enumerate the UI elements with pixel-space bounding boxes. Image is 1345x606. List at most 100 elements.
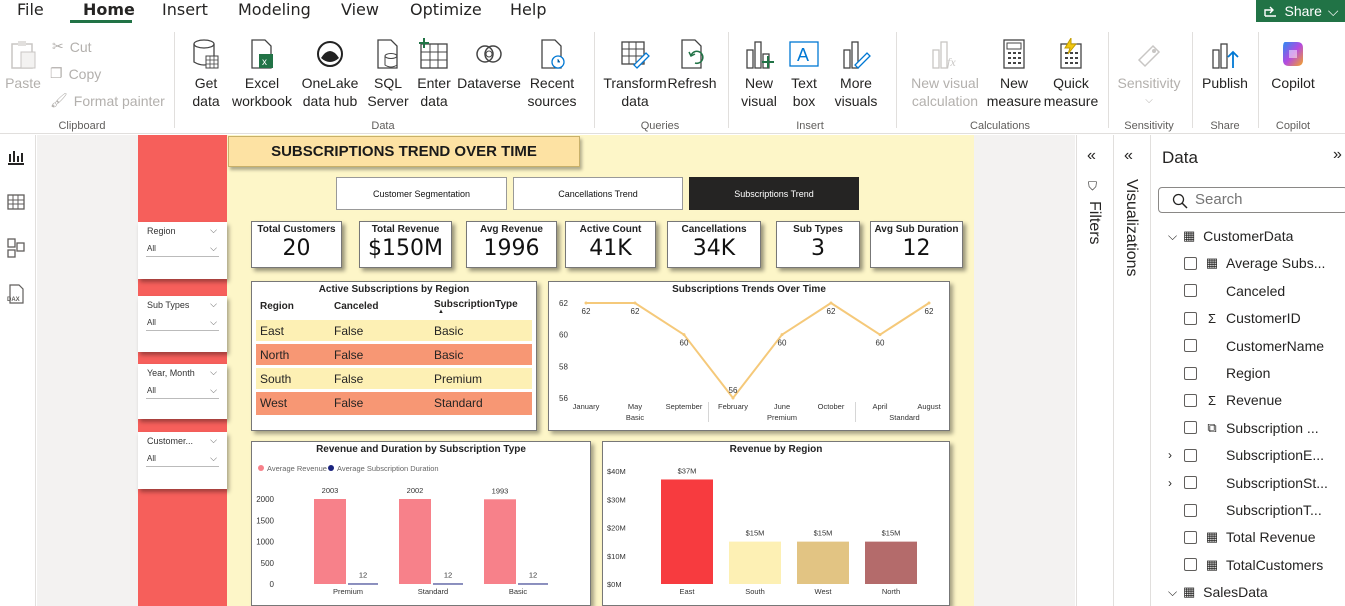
publish-button[interactable]: Publish	[1198, 38, 1252, 92]
excel-workbook-button[interactable]: x Excel workbook	[230, 38, 294, 110]
search-input[interactable]	[1195, 191, 1335, 208]
kpi-card-total-revenue[interactable]: Total Revenue $150M	[359, 221, 452, 268]
quick-measure-button[interactable]: Quick measure	[1044, 38, 1098, 110]
field-item[interactable]: Σ Revenue	[1184, 392, 1282, 408]
dax-query-view-icon[interactable]: DAX	[6, 283, 26, 305]
sql-server-button[interactable]: SQL Server	[367, 38, 409, 110]
field-checkbox[interactable]	[1184, 311, 1197, 325]
filters-pane-label[interactable]: Filters	[1086, 201, 1103, 245]
kpi-card-avg-sub-duration[interactable]: Avg Sub Duration 12	[870, 221, 963, 268]
field-checkbox[interactable]	[1184, 558, 1197, 572]
sub-types-slicer[interactable]: Sub Types ⌵ All ⌵	[138, 296, 227, 352]
field-item[interactable]: SubscriptionT...	[1184, 502, 1322, 518]
model-view-icon[interactable]	[6, 237, 26, 259]
table-row[interactable]: South False Premium	[256, 366, 532, 391]
menu-help[interactable]: Help	[510, 0, 547, 19]
sensitivity-button[interactable]: Sensitivity ⌵	[1114, 38, 1184, 110]
chevron-right-icon[interactable]: ›	[1168, 448, 1172, 463]
field-item[interactable]: CustomerName	[1184, 338, 1324, 354]
column-header[interactable]: Region	[260, 301, 294, 312]
field-checkbox[interactable]	[1184, 284, 1197, 298]
field-item[interactable]: ⧉ Subscription ...	[1184, 420, 1319, 436]
table-row[interactable]: West False Standard	[256, 390, 532, 415]
nav-subscriptions-trend-button[interactable]: Subscriptions Trend	[689, 177, 859, 210]
expand-chevron-icon[interactable]: »	[1333, 146, 1342, 163]
field-item[interactable]: › SubscriptionSt...	[1168, 475, 1328, 491]
new-visual-calculation-button[interactable]: fx New visual calculation	[904, 38, 986, 110]
refresh-button[interactable]: Refresh	[667, 38, 717, 92]
column-header[interactable]: SubscriptionType ▲	[430, 296, 532, 319]
menu-home[interactable]: Home	[83, 0, 135, 19]
revenue-by-region-bar-chart[interactable]: Revenue by Region $0M $10M $20M $30M $40M $37…	[602, 441, 950, 606]
chevron-down-icon[interactable]: ⌵	[1168, 228, 1178, 243]
report-view-icon[interactable]	[6, 148, 26, 166]
chevron-down-icon[interactable]: ⌵	[1168, 584, 1178, 599]
field-checkbox[interactable]	[1184, 476, 1197, 490]
slicer-value[interactable]: All	[147, 386, 156, 395]
menu-view[interactable]: View	[341, 0, 379, 19]
revenue-duration-bar-chart[interactable]: Revenue and Duration by Subscription Typ…	[251, 441, 591, 606]
table-row[interactable]: East False Basic	[256, 318, 532, 343]
kpi-card-avg-revenue[interactable]: Avg Revenue 1996	[466, 221, 557, 268]
field-checkbox[interactable]	[1184, 530, 1197, 544]
year-month-slicer[interactable]: Year, Month ⌵ All ⌵	[138, 364, 227, 419]
subscriptions-trend-line-chart[interactable]: Subscriptions Trends Over Time 56 58 60 62 6…	[548, 281, 950, 431]
nav-customer-segmentation-button[interactable]: Customer Segmentation	[336, 177, 507, 210]
field-item[interactable]: ▦ Average Subs...	[1184, 255, 1325, 271]
kpi-card-cancellations[interactable]: Cancellations 34K	[667, 221, 761, 268]
menu-modeling[interactable]: Modeling	[238, 0, 311, 19]
slicer-value[interactable]: All	[147, 454, 156, 463]
field-checkbox[interactable]	[1184, 256, 1197, 270]
field-item[interactable]: › SubscriptionE...	[1168, 447, 1324, 463]
visualizations-pane-label[interactable]: Visualizations	[1123, 179, 1140, 277]
enter-data-button[interactable]: Enter data	[414, 38, 454, 110]
copilot-button[interactable]: Copilot	[1266, 38, 1320, 92]
data-search-box[interactable]	[1158, 187, 1345, 213]
slicer-value[interactable]: All	[147, 244, 156, 253]
kpi-card-sub-types[interactable]: Sub Types 3	[776, 221, 860, 268]
new-measure-button[interactable]: New measure	[987, 38, 1041, 110]
share-button[interactable]: Share ⌵	[1256, 0, 1345, 22]
copy-button[interactable]: ❐ Copy	[50, 65, 101, 82]
customer-slicer[interactable]: Customer... ⌵ All ⌵	[138, 432, 227, 489]
transform-data-button[interactable]: Transform data	[602, 38, 668, 110]
collapse-chevron-icon[interactable]: «	[1124, 147, 1133, 164]
field-checkbox[interactable]	[1184, 339, 1197, 353]
cut-button[interactable]: ✂ Cut	[52, 38, 92, 55]
chevron-down-icon[interactable]: ⌵	[210, 243, 217, 253]
table-node[interactable]: ⌵ ▦ SalesData	[1168, 584, 1268, 600]
collapse-chevron-icon[interactable]: «	[1087, 147, 1096, 164]
chevron-right-icon[interactable]: ›	[1168, 475, 1172, 490]
menu-insert[interactable]: Insert	[162, 0, 208, 19]
field-item[interactable]: Canceled	[1184, 283, 1285, 299]
chevron-down-icon[interactable]: ⌵	[210, 453, 217, 463]
table-view-icon[interactable]	[6, 193, 26, 211]
field-checkbox[interactable]	[1184, 393, 1197, 407]
dataverse-button[interactable]: Dataverse	[457, 38, 521, 92]
active-subscriptions-table[interactable]: Active Subscriptions by Region Region Ca…	[251, 281, 537, 431]
nav-cancellations-trend-button[interactable]: Cancellations Trend	[513, 177, 683, 210]
slicer-value[interactable]: All	[147, 318, 156, 327]
region-slicer[interactable]: Region ⌵ All ⌵	[138, 222, 227, 279]
field-item[interactable]: ▦ TotalCustomers	[1184, 557, 1323, 573]
format-painter-button[interactable]: 🖌 Format painter	[50, 92, 165, 109]
paste-button[interactable]: Paste	[4, 38, 42, 92]
recent-sources-button[interactable]: Recent sources	[522, 38, 582, 110]
field-item[interactable]: ▦ Total Revenue	[1184, 529, 1316, 545]
table-row[interactable]: North False Basic	[256, 342, 532, 367]
text-box-button[interactable]: A Text box	[784, 38, 824, 110]
menu-file[interactable]: File	[17, 0, 44, 19]
table-node[interactable]: ⌵ ▦ CustomerData	[1168, 228, 1293, 244]
column-header[interactable]: Canceled	[334, 301, 379, 312]
more-visuals-button[interactable]: More visuals	[828, 38, 884, 110]
field-checkbox[interactable]	[1184, 421, 1197, 435]
field-checkbox[interactable]	[1184, 503, 1197, 517]
field-item[interactable]: Σ CustomerID	[1184, 310, 1301, 326]
field-checkbox[interactable]	[1184, 448, 1197, 462]
onelake-button[interactable]: OneLake data hub	[297, 38, 363, 110]
new-visual-button[interactable]: New visual	[738, 38, 780, 110]
field-item[interactable]: Region	[1184, 365, 1270, 381]
chevron-down-icon[interactable]: ⌵	[210, 385, 217, 395]
kpi-card-active-count[interactable]: Active Count 41K	[565, 221, 656, 268]
chevron-down-icon[interactable]: ⌵	[210, 317, 217, 327]
